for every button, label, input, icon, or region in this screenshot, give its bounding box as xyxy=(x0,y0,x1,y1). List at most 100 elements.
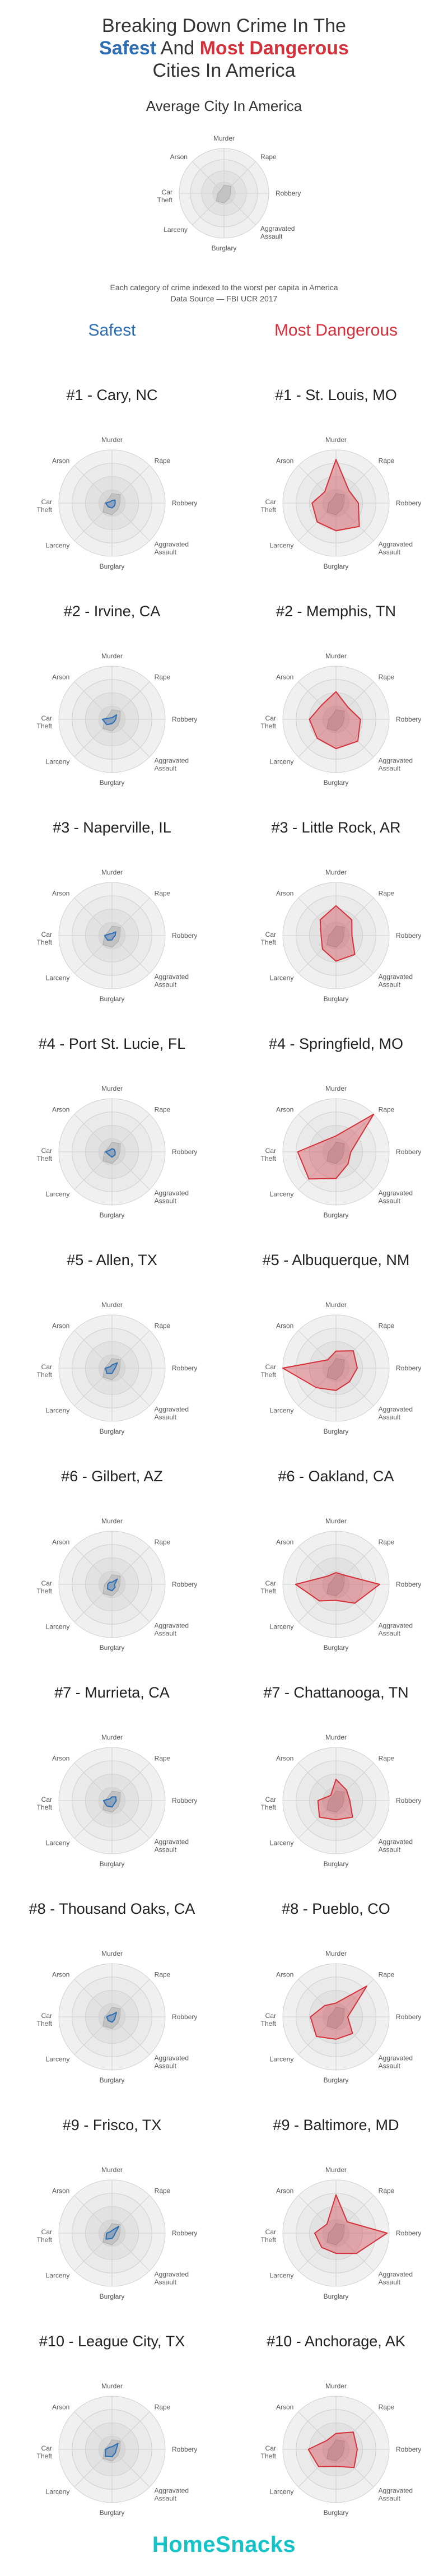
safest-4-label-murder: Murder xyxy=(101,1085,123,1092)
dangerous-9-label-rape: Rape xyxy=(379,2187,395,2194)
safest-8-radar: Murder Rape Robbery Aggravated Assault Burgla… xyxy=(37,1950,198,2084)
dangerous-3-label-arson: Arson xyxy=(276,889,293,897)
dangerous-2-radar: Murder Rape Robbery Aggravated Assault Burgla… xyxy=(261,652,422,787)
safest-8-spoke-aggravated-assault xyxy=(111,2016,150,2055)
chart-note: Each category of crime indexed to the wo… xyxy=(0,282,448,304)
safest-9-label-murder: Murder xyxy=(101,2166,123,2174)
dangerous-city-2: #2 - Memphis, TN Murder Rape Robbery Aggrava… xyxy=(224,603,448,816)
dangerous-9-spoke-arson xyxy=(298,2195,337,2234)
safest-9-city-shape xyxy=(105,2225,120,2240)
dangerous-3-city-shape xyxy=(319,905,356,962)
safest-8-label-arson: Arson xyxy=(52,1970,69,1978)
dangerous-9-label-burglary: Burglary xyxy=(324,2293,349,2300)
dangerous-9-spoke-aggravated-assault xyxy=(335,2233,374,2271)
title-safest: Safest xyxy=(99,38,157,59)
safest-city-name: #4 - Port St. Lucie, FL xyxy=(38,1035,186,1052)
dangerous-9-label-robbery: Robbery xyxy=(396,2229,421,2237)
safest-city-1: #1 - Cary, NC Murder Rape Robbery Aggravated… xyxy=(0,387,224,599)
safest-6-label-car-theft: Car Theft xyxy=(37,1579,53,1595)
safest-5-label-burglary: Burglary xyxy=(100,1428,125,1435)
safest-7-label-car-theft: Car Theft xyxy=(37,1796,53,1811)
dangerous-city-name: #2 - Memphis, TN xyxy=(276,603,396,620)
dangerous-8-label-burglary: Burglary xyxy=(324,2076,349,2084)
dangerous-radar-chart: Murder Rape Robbery Aggravated Assault Burgla… xyxy=(261,2166,422,2300)
dangerous-9-label-larceny: Larceny xyxy=(270,2272,294,2280)
safest-8-label-rape: Rape xyxy=(155,1970,171,1978)
safest-9-spoke-aggravated-assault xyxy=(111,2233,150,2271)
dangerous-1-label-aggravated-assault: Aggravated Assault xyxy=(379,541,413,556)
safest-3-spoke-aggravated-assault xyxy=(111,935,150,974)
safest-6-radar: Murder Rape Robbery Aggravated Assault Burgla… xyxy=(37,1517,198,1652)
dangerous-5-spoke-aggravated-assault xyxy=(335,1368,374,1406)
dangerous-city-name: #9 - Baltimore, MD xyxy=(273,2117,399,2133)
dangerous-6-label-murder: Murder xyxy=(325,1517,347,1525)
dangerous-9-label-arson: Arson xyxy=(276,2187,293,2194)
dangerous-8-radar: Murder Rape Robbery Aggravated Assault Burgla… xyxy=(261,1950,422,2084)
dangerous-radar-chart: Murder Rape Robbery Aggravated Assault Burgla… xyxy=(261,436,422,570)
safest-9-label-arson: Arson xyxy=(52,2187,69,2194)
safest-city-3: #3 - Naperville, IL Murder Rape Robbery Aggr… xyxy=(0,819,224,1032)
dangerous-7-spoke-arson xyxy=(298,1763,337,1801)
dangerous-7-label-burglary: Burglary xyxy=(324,1860,349,1868)
safest-2-label-car-theft: Car Theft xyxy=(37,714,53,730)
safest-1-spoke-aggravated-assault xyxy=(111,503,150,541)
rank-row-2: #2 - Irvine, CA Murder Rape Robbery Aggravat… xyxy=(0,603,448,816)
dangerous-8-label-robbery: Robbery xyxy=(396,2013,421,2021)
dangerous-6-label-arson: Arson xyxy=(276,1538,293,1546)
safest-6-spoke-arson xyxy=(74,1546,113,1585)
safest-9-label-burglary: Burglary xyxy=(100,2293,125,2300)
dangerous-6-city-shape xyxy=(295,1572,380,1604)
dangerous-radar-chart: Murder Rape Robbery Aggravated Assault Burgla… xyxy=(261,1733,422,1868)
safest-city-name: #6 - Gilbert, AZ xyxy=(61,1468,163,1485)
dangerous-5-label-burglary: Burglary xyxy=(324,1428,349,1435)
dangerous-5-label-arson: Arson xyxy=(276,1322,293,1329)
safest-city-2: #2 - Irvine, CA Murder Rape Robbery Aggravat… xyxy=(0,603,224,816)
rank-row-1: #1 - Cary, NC Murder Rape Robbery Aggravated… xyxy=(0,387,448,599)
dangerous-1-label-murder: Murder xyxy=(325,436,347,444)
dangerous-2-label-burglary: Burglary xyxy=(324,779,349,787)
safest-8-label-murder: Murder xyxy=(101,1950,123,1957)
rank-row-3: #3 - Naperville, IL Murder Rape Robbery Aggr… xyxy=(0,819,448,1032)
dangerous-city-4: #4 - Springfield, MO Murder Rape Robbery Agg… xyxy=(224,1035,448,1248)
safest-radar-chart: Murder Rape Robbery Aggravated Assault Burgla… xyxy=(37,1085,198,1219)
dangerous-7-label-larceny: Larceny xyxy=(270,1839,294,1847)
safest-city-name: #2 - Irvine, CA xyxy=(63,603,161,620)
safest-8-label-aggravated-assault: Aggravated Assault xyxy=(155,2054,189,2070)
safest-5-label-arson: Arson xyxy=(52,1322,69,1329)
dangerous-10-spoke-arson xyxy=(298,2411,337,2450)
dangerous-7-label-car-theft: Car Theft xyxy=(261,1796,277,1811)
dangerous-radar-chart: Murder Rape Robbery Aggravated Assault Burgla… xyxy=(261,868,422,1003)
safest-8-label-robbery: Robbery xyxy=(172,2013,197,2021)
safest-7-spoke-arson xyxy=(74,1763,113,1801)
dangerous-1-label-arson: Arson xyxy=(276,457,293,464)
safest-city-10: #10 - League City, TX Murder Rape Robbery Ag… xyxy=(0,2333,224,2546)
dangerous-4-label-aggravated-assault: Aggravated Assault xyxy=(379,1189,413,1205)
safest-3-label-robbery: Robbery xyxy=(172,932,197,940)
dangerous-6-label-robbery: Robbery xyxy=(396,1580,421,1588)
safest-1-city-shape xyxy=(105,499,116,509)
average-spoke-arson xyxy=(192,161,225,194)
safest-10-label-aggravated-assault: Aggravated Assault xyxy=(155,2487,189,2503)
dangerous-10-label-arson: Arson xyxy=(276,2403,293,2411)
safest-10-label-rape: Rape xyxy=(155,2403,171,2411)
dangerous-6-spoke-arson xyxy=(298,1546,337,1585)
dangerous-6-label-rape: Rape xyxy=(379,1538,395,1546)
title-line1: Breaking Down Crime In The xyxy=(102,15,346,36)
dangerous-7-label-rape: Rape xyxy=(379,1754,395,1762)
dangerous-9-city-shape xyxy=(314,2194,388,2254)
safest-city-6: #6 - Gilbert, AZ Murder Rape Robbery Aggrava… xyxy=(0,1468,224,1681)
dangerous-5-radar: Murder Rape Robbery Aggravated Assault Burgla… xyxy=(261,1301,422,1435)
safest-2-radar: Murder Rape Robbery Aggravated Assault Burgla… xyxy=(37,652,198,787)
safest-1-label-car-theft: Car Theft xyxy=(37,498,53,514)
average-average-shape xyxy=(216,185,231,204)
dangerous-10-label-larceny: Larceny xyxy=(270,2488,294,2496)
safest-4-label-arson: Arson xyxy=(52,1105,69,1113)
dangerous-10-label-burglary: Burglary xyxy=(324,2509,349,2517)
dangerous-6-label-burglary: Burglary xyxy=(324,1644,349,1652)
dangerous-1-label-car-theft: Car Theft xyxy=(261,498,277,514)
safest-5-label-car-theft: Car Theft xyxy=(37,1363,53,1379)
dangerous-5-average-shape xyxy=(326,1358,345,1380)
dangerous-radar-chart: Murder Rape Robbery Aggravated Assault Burgla… xyxy=(261,1085,422,1219)
safest-4-label-rape: Rape xyxy=(155,1105,171,1113)
dangerous-10-radar: Murder Rape Robbery Aggravated Assault Burgla… xyxy=(261,2382,422,2517)
